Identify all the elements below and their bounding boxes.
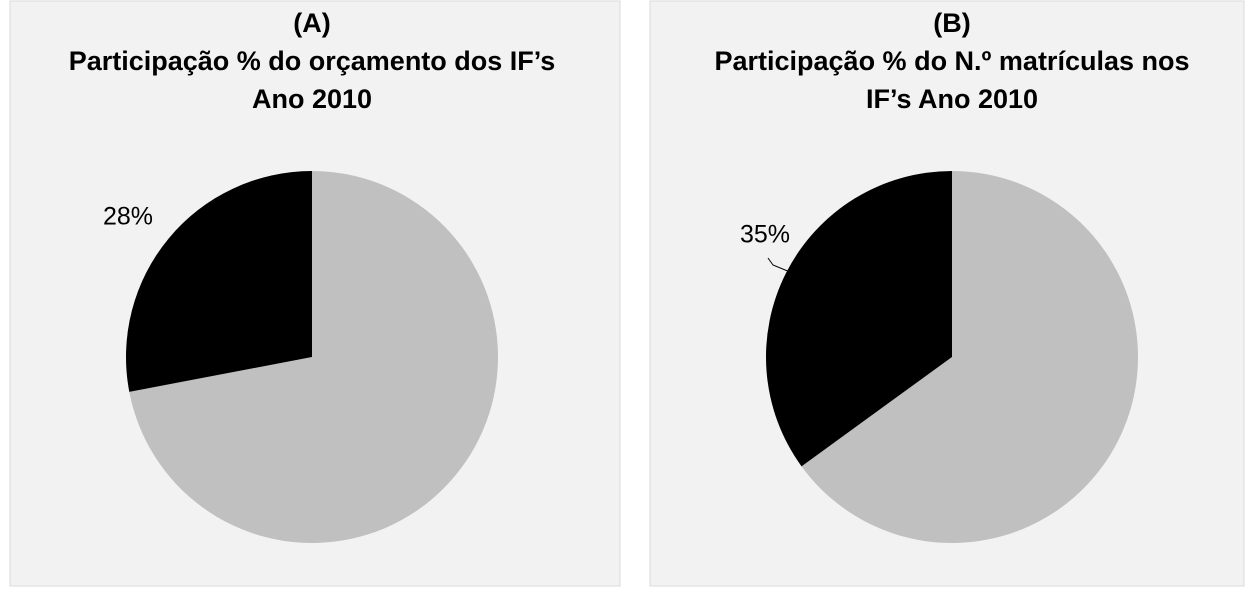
pie-slice <box>765 171 952 467</box>
leader-line <box>767 257 791 273</box>
data-label: 35% <box>740 221 790 249</box>
chart-title: IF’s Ano 2010 <box>866 84 1038 114</box>
chart-title: Participação % do N.º matrículas nos <box>714 46 1189 76</box>
chart-title: (B) <box>933 8 970 38</box>
chart-title: Ano 2010 <box>252 84 372 114</box>
data-label: 28% <box>103 203 153 231</box>
chart-title: (A) <box>293 8 330 38</box>
pie-slice <box>801 171 1138 544</box>
pie-slice <box>125 171 312 392</box>
chart-title: Participação % do orçamento dos IF’s <box>69 46 556 76</box>
pie-slice <box>129 171 499 544</box>
